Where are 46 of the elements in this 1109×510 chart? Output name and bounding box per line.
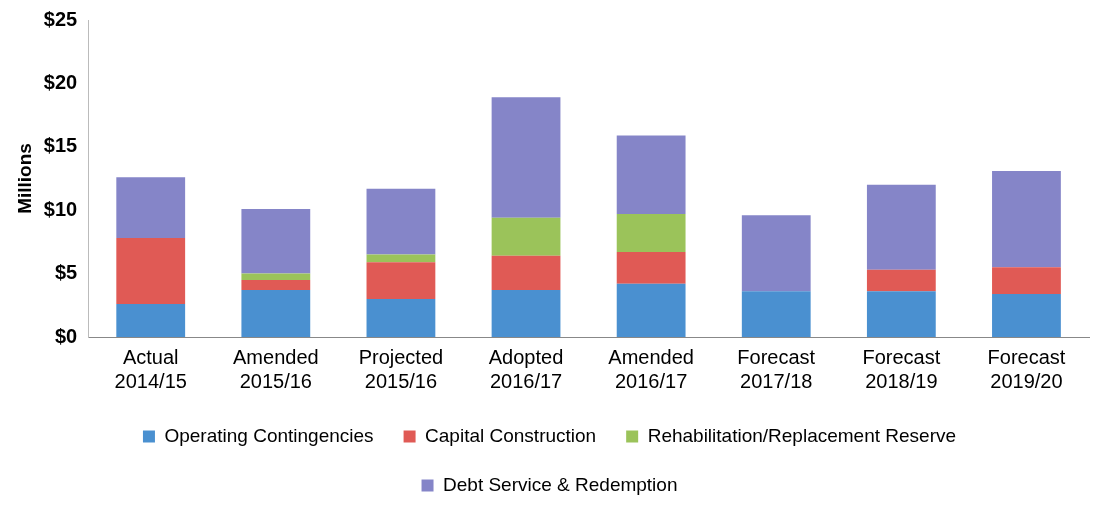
bar: [491, 290, 561, 337]
y-tick-label: $25: [43, 7, 78, 30]
x-tick-label: Amended 2015/16: [233, 345, 319, 392]
bar: [741, 215, 811, 292]
x-tick-label: Forecast 2017/18: [737, 345, 816, 392]
bar: [241, 290, 311, 337]
y-axis-title: Millions: [13, 143, 35, 214]
bar: [992, 267, 1061, 294]
bar: [866, 184, 936, 270]
bar: [116, 304, 186, 337]
bar: [241, 273, 311, 280]
bar: [616, 252, 686, 284]
bar: [366, 254, 436, 263]
y-tick-label: $10: [43, 197, 78, 220]
bar: [491, 217, 561, 256]
y-tick-label: $5: [54, 261, 78, 284]
bar: [616, 283, 686, 337]
legend-label: Rehabilitation/Replacement Reserve: [647, 424, 957, 446]
legend-label: Operating Contingencies: [164, 424, 374, 446]
bar: [992, 170, 1061, 268]
x-tick-label: Actual 2014/15: [114, 345, 187, 392]
bar: [616, 135, 686, 214]
legend-label: Capital Construction: [425, 424, 597, 446]
bar: [116, 177, 186, 239]
bar: [866, 291, 936, 337]
x-tick-label: Adopted 2016/17: [488, 345, 564, 392]
bar: [741, 291, 811, 337]
legend-label: Debt Service & Redemption: [443, 473, 678, 495]
bar: [866, 269, 936, 292]
y-tick-label: $0: [54, 324, 78, 347]
x-tick-label: Amended 2016/17: [608, 345, 694, 392]
y-tick-label: $15: [43, 134, 78, 157]
bar: [366, 262, 436, 299]
x-tick-label: Forecast 2019/20: [987, 345, 1066, 392]
bar: [116, 238, 186, 305]
bar: [241, 208, 311, 274]
y-tick-label: $20: [43, 70, 78, 93]
bar: [241, 279, 311, 291]
bar: [366, 188, 436, 255]
bar: [491, 255, 561, 291]
bar: [366, 298, 436, 337]
x-tick-label: Forecast 2018/19: [862, 345, 941, 392]
bar: [992, 293, 1061, 337]
bar: [491, 97, 561, 218]
x-tick-label: Projected 2015/16: [358, 345, 444, 392]
bar: [616, 214, 686, 253]
